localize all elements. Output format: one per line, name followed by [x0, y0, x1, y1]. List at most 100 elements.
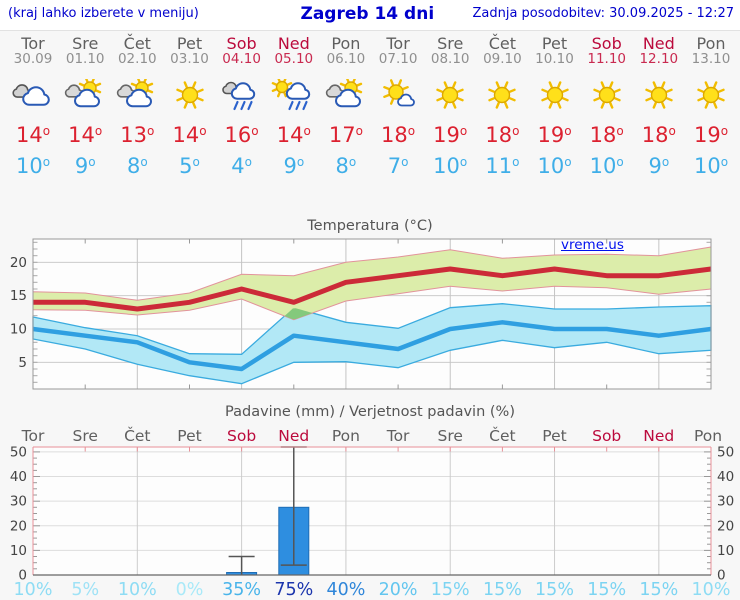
weather-icon — [581, 79, 633, 113]
low-temp: 10o — [537, 154, 572, 178]
y-axis-label-left: 30 — [10, 494, 27, 510]
weather-icon — [372, 79, 424, 113]
partly-cloudy-icon — [325, 76, 363, 108]
y-axis-label-left: 20 — [10, 518, 27, 534]
partly-cloudy-icon — [117, 76, 154, 108]
y-axis-label-right: 40 — [717, 469, 734, 485]
forecast-strip: Tor 30.09 14o 10o Sre 01.10 14o 9o Čet 02.10 13o 8o… — [0, 31, 740, 211]
day-date-label: 03.10 — [170, 51, 209, 67]
precip-probability: 10% — [14, 580, 53, 600]
temperature-chart: 5 10 15 20 — [10, 238, 712, 390]
precip-day-label: Pet — [542, 427, 566, 445]
day-name-label: Tor — [386, 34, 410, 53]
partly-cloudy-icon — [64, 76, 102, 108]
day-name-label: Sob — [226, 34, 257, 53]
high-temp: 18o — [641, 123, 676, 147]
y-axis-label-right: 20 — [717, 518, 734, 534]
weather-icon — [268, 76, 320, 113]
forecast-day: Pon 06.10 17o 8o — [320, 31, 372, 177]
sunny-icon — [645, 81, 673, 109]
precip-probability: 10% — [118, 580, 157, 600]
precipitation-chart: Tor Sre Čet Pet Sob Ned Pon Tor Sre Čet Pet Sob Ned P… — [10, 426, 734, 600]
forecast-day: Ned 12.10 18o 9o — [633, 31, 685, 177]
day-name-label: Čet — [488, 34, 517, 53]
sunny-icon — [175, 81, 204, 109]
temperature-chart-title: Temperatura (°C) — [307, 218, 433, 234]
weather-icon — [216, 79, 268, 113]
high-temp: 16o — [224, 123, 259, 147]
high-temp: 19o — [433, 123, 468, 147]
day-date-label: 30.09 — [13, 51, 53, 67]
weather-icon — [633, 79, 685, 113]
day-name-label: Pet — [176, 34, 203, 53]
sunny-icon — [488, 81, 517, 109]
precip-day-label: Pon — [694, 427, 722, 445]
precip-probability: 75% — [274, 580, 313, 600]
precip-probability: 15% — [431, 580, 470, 600]
precip-probability: 10% — [692, 580, 731, 600]
weather-icon — [685, 79, 737, 113]
precip-probability: 0% — [176, 580, 204, 600]
high-temp: 18o — [589, 123, 624, 147]
precip-day-label: Čet — [124, 426, 150, 445]
precip-day-label: Ned — [643, 427, 674, 445]
forecast-day: Tor 30.09 14o 10o — [7, 31, 59, 177]
forecast-day: Sre 08.10 19o 10o — [424, 31, 476, 177]
last-updated: Zadnja posodobitev: 30.09.2025 - 12:27 — [472, 6, 734, 21]
day-date-label: 06.10 — [326, 51, 366, 67]
precip-probability: 35% — [222, 580, 261, 600]
precip-day-label: Tor — [21, 427, 45, 445]
day-name-label: Pon — [696, 34, 726, 53]
y-axis-label-left: 40 — [10, 469, 27, 485]
sunny-icon — [592, 81, 621, 109]
day-date-label: 07.10 — [378, 51, 418, 67]
sun-small-cloud-icon — [383, 79, 415, 107]
y-axis-label-left: 10 — [10, 543, 27, 559]
day-date-label: 11.10 — [587, 51, 627, 67]
low-temp: 5o — [179, 154, 200, 178]
day-date-label: 02.10 — [117, 51, 157, 67]
y-axis-label-left: 50 — [10, 444, 27, 460]
high-temp: 14o — [15, 123, 51, 147]
low-temp: 10o — [433, 154, 468, 178]
forecast-day: Sob 04.10 16o 4o — [216, 31, 268, 177]
day-name-label: Sre — [437, 34, 464, 53]
forecast-day: Čet 02.10 13o 8o — [111, 31, 163, 177]
high-temp: 19o — [693, 123, 729, 147]
forecast-day: Sob 11.10 18o 10o — [581, 31, 633, 177]
precip-day-label: Sob — [227, 427, 256, 445]
precip-probability: 40% — [326, 580, 365, 600]
day-date-label: 12.10 — [639, 51, 679, 67]
max-temp-line — [33, 266, 712, 312]
forecast-day: Tor 07.10 18o 7o — [372, 31, 424, 177]
min-temp-line — [32, 320, 712, 372]
day-name-label: Sre — [72, 34, 99, 53]
high-temp: 14o — [276, 123, 311, 147]
precip-day-label: Sre — [72, 427, 97, 445]
band-overlap — [284, 308, 313, 320]
weather-icon — [164, 79, 216, 113]
low-temp: 11o — [485, 154, 520, 178]
weather-icon — [7, 79, 59, 113]
forecast-day: Pet 10.10 19o 10o — [529, 31, 581, 177]
y-axis-label-right: 0 — [717, 568, 726, 584]
precip-day-label: Čet — [489, 426, 515, 445]
precip-day-label: Ned — [278, 427, 309, 445]
weather-icon — [111, 76, 163, 113]
y-axis-label-right: 30 — [717, 494, 734, 510]
day-name-label: Ned — [642, 34, 675, 53]
high-temp: 17o — [328, 123, 363, 147]
day-name-label: Pet — [541, 34, 568, 53]
low-temp: 8o — [335, 154, 357, 178]
watermark-link[interactable]: vreme.us — [561, 237, 624, 253]
precip-day-label: Sre — [437, 427, 462, 445]
y-axis-label: 15 — [10, 288, 27, 304]
forecast-day: Pet 03.10 14o 5o — [164, 31, 216, 177]
low-temp: 9o — [648, 154, 670, 178]
day-date-label: 08.10 — [430, 51, 470, 67]
high-temp: 18o — [485, 123, 520, 147]
day-name-label: Tor — [21, 34, 45, 53]
cloudy-icon — [12, 84, 50, 106]
day-date-label: 09.10 — [483, 51, 522, 67]
sun-rain-icon — [271, 76, 310, 111]
